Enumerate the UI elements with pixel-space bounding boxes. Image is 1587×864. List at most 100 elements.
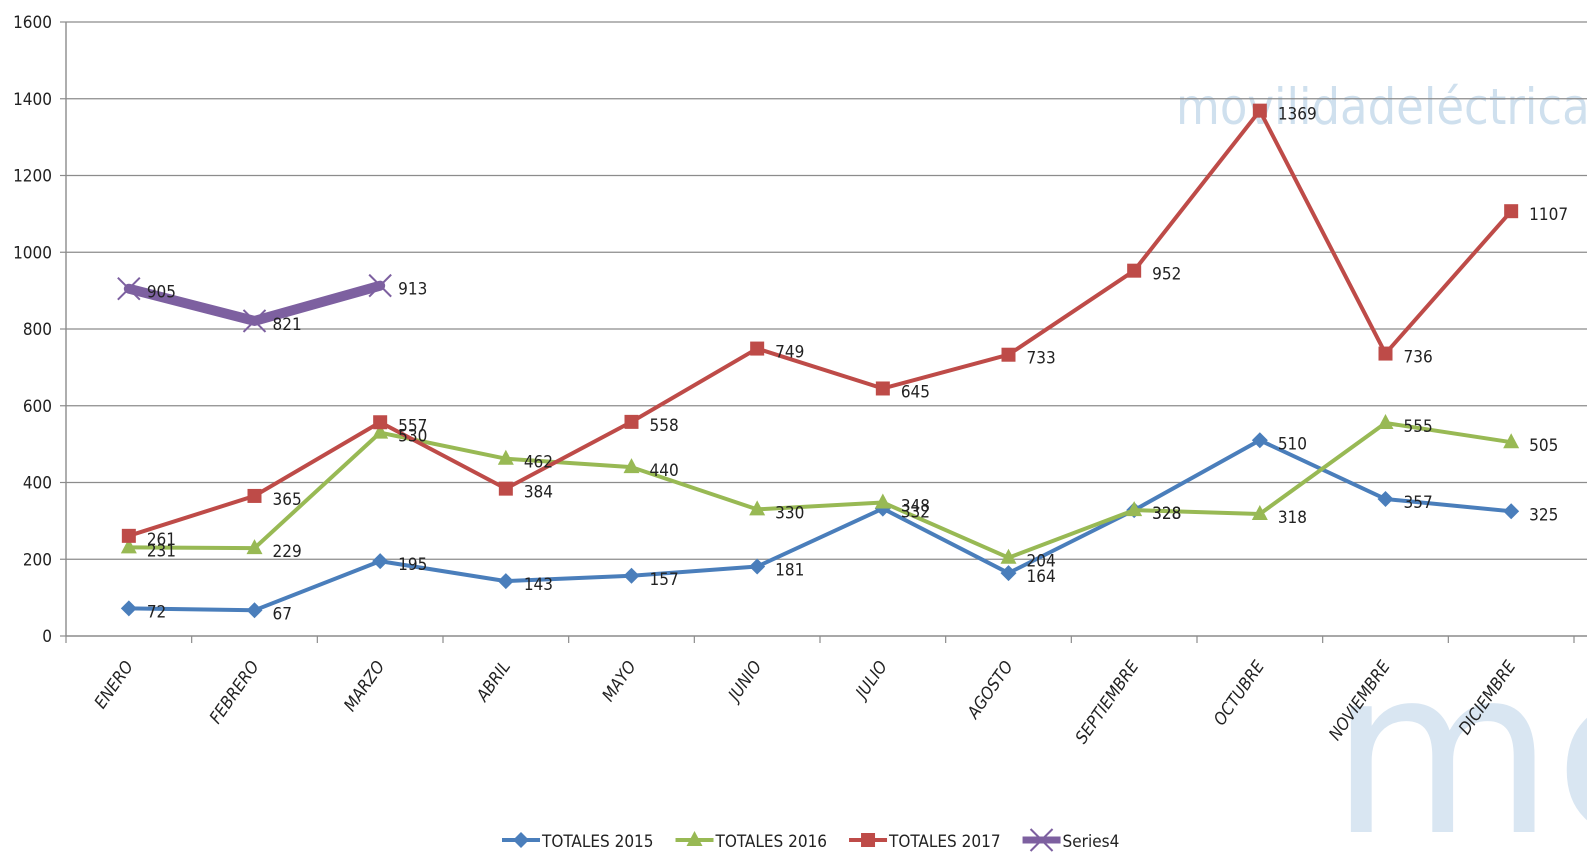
gridlines (66, 21, 1587, 560)
data-point (749, 558, 766, 575)
y-tick-label: 600 (23, 397, 52, 417)
x-tick-label: FEBRERO (206, 657, 264, 727)
y-tick-label: 800 (23, 320, 52, 340)
data-label: 204 (1027, 552, 1056, 572)
data-point (1377, 491, 1394, 508)
data-label: 557 (398, 416, 427, 436)
data-point (121, 528, 136, 543)
data-label: 318 (1278, 508, 1307, 528)
data-label: 164 (1027, 567, 1056, 587)
legend-label: TOTALES 2017 (888, 832, 1001, 852)
data-point (749, 500, 766, 516)
series-line (126, 438, 1514, 613)
data-point (1251, 504, 1268, 520)
x-tick-label: AGOSTO (963, 657, 1017, 723)
watermark-text: movilidadeléctrica●co (1176, 78, 1587, 136)
data-label: 229 (273, 542, 302, 562)
data-label: 905 (147, 283, 176, 303)
legend-label: TOTALES 2015 (541, 832, 654, 852)
series-0 (120, 432, 1520, 619)
data-label: 462 (524, 453, 553, 473)
y-tick-label: 200 (23, 550, 52, 570)
data-point (1377, 414, 1394, 430)
data-point (242, 309, 267, 333)
data-point (1126, 501, 1143, 517)
data-label: 328 (1152, 504, 1181, 524)
data-label: 261 (147, 530, 176, 550)
data-point (686, 831, 703, 846)
data-point (874, 493, 891, 509)
data-label: 913 (398, 280, 427, 300)
data-point (623, 567, 640, 584)
data-point (247, 488, 262, 503)
data-label: 332 (901, 503, 930, 523)
series-2 (121, 103, 1519, 543)
data-point (497, 573, 514, 590)
data-label: 67 (273, 604, 292, 624)
data-label: 733 (1027, 349, 1056, 369)
legend[interactable]: TOTALES 2015 TOTALES 2016 TOTALES 2017 Seri… (502, 828, 1120, 852)
data-label: 736 (1404, 348, 1433, 368)
data-point (498, 481, 513, 496)
series-1 (120, 414, 1520, 564)
legend-item-0[interactable]: TOTALES 2015 (502, 832, 654, 852)
y-tick-label: 0 (42, 627, 52, 647)
series-line (126, 421, 1514, 560)
data-label: 749 (775, 343, 804, 363)
data-point (513, 832, 529, 848)
legend-item-1[interactable]: TOTALES 2016 (675, 831, 828, 852)
y-tick-label: 1600 (13, 13, 52, 33)
series-layer (117, 103, 1520, 619)
data-label: 558 (650, 416, 679, 436)
data-point (120, 538, 137, 554)
legend-item-2[interactable]: TOTALES 2017 (849, 832, 1001, 852)
data-label: 821 (273, 315, 302, 335)
data-label: 952 (1152, 265, 1181, 285)
data-point (1251, 432, 1268, 449)
data-label: 357 (1404, 493, 1433, 513)
x-tick-label: ABRIL (472, 657, 515, 706)
data-point (368, 273, 392, 298)
legend-label: Series4 (1063, 832, 1120, 852)
series-3 (117, 273, 392, 333)
data-label: 348 (901, 496, 930, 516)
data-point (875, 381, 890, 396)
data-point (750, 341, 765, 356)
data-label: 555 (1404, 417, 1433, 437)
data-point (372, 423, 389, 439)
x-tick-label: SEPTIEMBRE (1072, 657, 1144, 747)
data-point (1504, 204, 1519, 219)
data-label: 231 (147, 541, 176, 561)
data-point (623, 458, 640, 474)
data-point (246, 602, 263, 619)
x-tick-label: JUNIO (723, 657, 766, 707)
data-point (1252, 103, 1267, 118)
data-label: 330 (775, 503, 804, 523)
y-tick-label: 1200 (13, 167, 52, 187)
legend-item-3[interactable]: Series4 (1022, 828, 1120, 852)
data-point (117, 276, 141, 301)
y-tick-label: 1400 (13, 90, 52, 110)
data-point (1000, 565, 1017, 582)
data-point (1503, 503, 1520, 520)
data-point (1127, 263, 1142, 278)
data-point (497, 449, 514, 465)
data-point (246, 539, 263, 555)
data-label: 384 (524, 483, 553, 503)
data-point (373, 415, 388, 430)
data-label: 325 (1529, 505, 1558, 525)
data-labels: 72 67 195 143 157 181 332 164 328 510 357 325 231 229… (147, 105, 1568, 625)
data-point (1000, 548, 1017, 564)
watermark: movilidadeléctrica●co me (1176, 78, 1587, 864)
data-point (624, 414, 639, 429)
data-label: 195 (398, 555, 427, 575)
y-tick-label: 1000 (13, 243, 52, 263)
data-point (1001, 347, 1016, 362)
watermark-logo: me (1330, 620, 1587, 864)
data-label: 328 (1152, 504, 1181, 524)
data-point (1029, 828, 1054, 852)
data-label: 365 (273, 490, 302, 510)
data-label: 143 (524, 575, 553, 595)
data-point (1503, 433, 1520, 449)
